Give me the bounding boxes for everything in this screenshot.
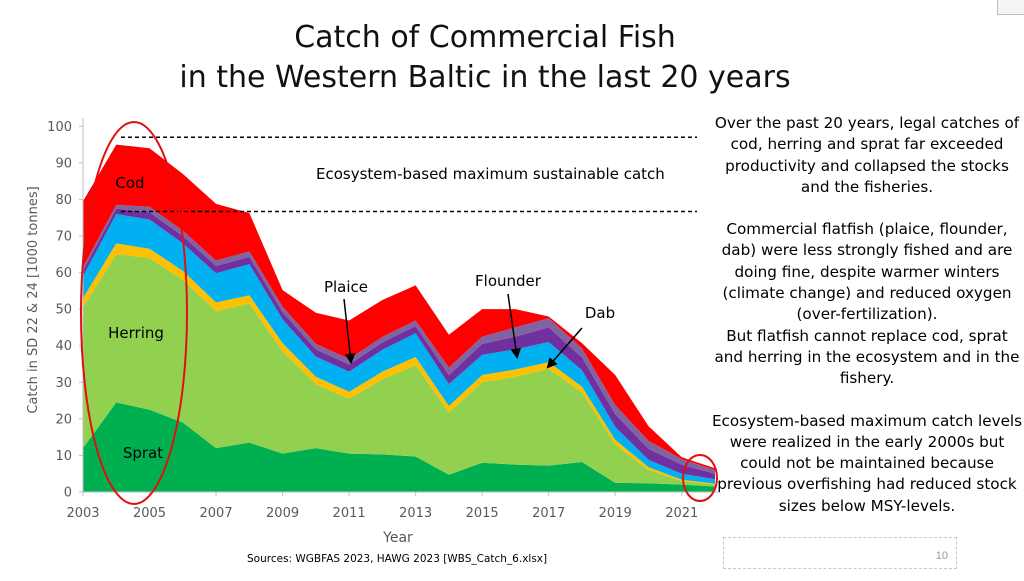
arrow-flounder (507, 293, 522, 360)
x-axis-title: Year (382, 530, 413, 546)
x-tick-label: 2005 (133, 506, 166, 521)
x-tick-label: 2003 (66, 506, 99, 521)
y-tick-label: 0 (64, 486, 72, 501)
y-axis-title: Catch in SD 22 & 24 [1000 tonnes] (26, 186, 41, 413)
area-series-3 (83, 214, 715, 484)
y-tick-label: 60 (55, 266, 72, 281)
page-number: 10 (935, 550, 948, 562)
axes: 0 10 20 30 40 50 60 70 80 90 100 2003 2005 2007 2009 20… (26, 118, 720, 546)
area-series-1 (83, 254, 715, 487)
commentary-paragraph-3: But flatfish cannot replace cod, sprat a… (714, 326, 1020, 388)
x-tick-label: 2015 (466, 506, 499, 521)
area-series-2 (83, 243, 715, 485)
area-layers (83, 144, 715, 492)
highlight-ellipses (80, 121, 718, 505)
label-plaice: Plaice (324, 278, 368, 296)
slide-title: Catch of Commercial Fish in the Western … (130, 18, 840, 98)
label-cod: Cod (115, 174, 144, 192)
y-tick-label: 70 (55, 230, 72, 245)
area-series-5 (83, 204, 715, 474)
reference-line-label: Ecosystem-based maximum sustainable catc… (316, 165, 665, 183)
y-tick-label: 30 (55, 376, 72, 391)
title-line-2: in the Western Baltic in the last 20 yea… (179, 60, 791, 95)
arrow-dab (546, 327, 583, 369)
label-flounder: Flounder (475, 272, 542, 290)
y-tick-label: 90 (55, 156, 72, 171)
chart-labels: Ecosystem-based maximum sustainable catc… (108, 165, 665, 462)
commentary-paragraph-4: Ecosystem-based maximum catch levels wer… (711, 411, 1023, 515)
highlight-ellipse-early (80, 121, 188, 505)
x-tick-label: 2013 (399, 506, 432, 521)
area-series-0 (83, 402, 715, 492)
label-herring: Herring (108, 324, 164, 342)
label-sprat: Sprat (123, 444, 163, 462)
y-tick-label: 50 (55, 303, 72, 318)
y-tick-label: 80 (55, 193, 72, 208)
x-tick-label: 2021 (665, 506, 698, 521)
x-tick-label: 2011 (333, 506, 366, 521)
y-tick-label: 20 (55, 412, 72, 427)
y-tick-label: 10 (55, 449, 72, 464)
page-number-box: 10 (723, 537, 957, 569)
commentary: Over the past 20 years, legal catches of… (711, 113, 1023, 517)
area-series-4 (83, 208, 715, 480)
source-note: Sources: WGBFAS 2023, HAWG 2023 [WBS_Cat… (247, 553, 548, 565)
x-tick-label: 2019 (599, 506, 632, 521)
commentary-paragraph-2: Commercial flatfish (plaice, flounder, d… (721, 220, 1013, 324)
commentary-paragraph-1: Over the past 20 years, legal catches of… (714, 114, 1020, 196)
label-dab: Dab (585, 304, 615, 322)
highlight-ellipse-recent (682, 454, 718, 502)
x-tick-label: 2007 (200, 506, 233, 521)
x-tick-label: 2009 (266, 506, 299, 521)
area-series-6 (83, 144, 715, 471)
y-tick-label: 40 (55, 339, 72, 354)
x-tick-label: 2017 (532, 506, 565, 521)
window-corner (997, 0, 1024, 15)
reference-lines (121, 136, 697, 213)
title-line-1: Catch of Commercial Fish (294, 20, 676, 55)
y-tick-label: 100 (47, 120, 72, 135)
arrow-plaice (343, 298, 356, 365)
